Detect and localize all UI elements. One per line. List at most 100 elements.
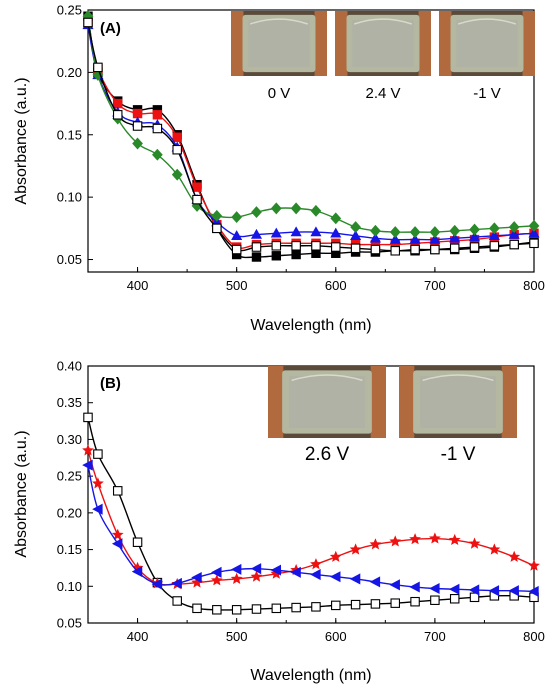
panel-b-series-3-point: [211, 566, 222, 578]
film-active-area: [456, 20, 518, 67]
panel-a-series-5-point: [350, 243, 361, 254]
panel-a-series-5-point: [172, 144, 182, 155]
panel-b-series-3-point: [191, 571, 202, 584]
panel-b-series-1-point: [271, 603, 282, 614]
panel-b-series-2-point: [488, 543, 501, 555]
panel-a-plot-frame: [87, 9, 535, 273]
panel-a-series-4-point: [251, 206, 262, 219]
panel-b-series-3-point: [270, 564, 282, 576]
panel-b-series-1-point: [410, 596, 420, 607]
y-tick-label: 0.10: [57, 190, 82, 205]
panel-b-series-3-point: [151, 578, 163, 590]
y-tick-label: 0.20: [57, 505, 82, 520]
panel-a-series-4-point: [211, 209, 223, 222]
x-tick-label: 400: [127, 629, 149, 644]
panel-b-series-1-point: [112, 486, 123, 496]
panel-b-series-3-point: [349, 573, 361, 585]
panel-b-series-1-point: [350, 599, 361, 610]
x-tick-label: 800: [523, 629, 545, 644]
panel-b-chart: 400 500 600 700 800 0.05 0.10 0.15 0.20 0.25 0.30 0…: [13, 359, 545, 685]
panel-b-series-3-point: [131, 566, 143, 578]
panel-a-series-5-point: [231, 244, 242, 255]
panel-b-series-3-point: [389, 579, 400, 591]
panel-a-series-4-point: [310, 204, 322, 217]
panel-b-series-1-point: [212, 605, 222, 615]
panel-a-series-4-point: [350, 221, 361, 234]
panel-a-series-5-point: [271, 241, 282, 251]
panel-b-y-axis-title: Absorbance (a.u.): [13, 430, 30, 557]
panel-b-series-1-point: [231, 605, 242, 615]
panel-a-series-3-point: [250, 228, 263, 239]
panel-b-series-3-point: [310, 569, 321, 581]
panel-a-series-4-point: [469, 223, 480, 236]
panel-b-series-2-point: [250, 570, 263, 582]
panel-a-series-4-point: [270, 202, 282, 215]
y-tick-label: 0.25: [57, 469, 82, 484]
y-tick-label: 0.05: [57, 252, 82, 267]
panel-a-series-3-point: [270, 227, 282, 238]
film-active-area: [352, 20, 414, 67]
panel-a-series-3-point: [369, 232, 381, 243]
panel-a-series-2-point: [192, 182, 202, 192]
film-reflection: [457, 18, 517, 25]
panel-a-series-4-point: [488, 222, 500, 235]
panel-a-series-3-point: [389, 233, 401, 244]
panel-a-series-1-point: [271, 251, 282, 261]
panel-b-axis-ticks: 400 500 600 700 800 0.05 0.10 0.15 0.20 0.25 0.30 0…: [57, 359, 545, 645]
panel-b-series-1-point: [192, 603, 202, 614]
panel-a-series-4-point: [152, 148, 163, 161]
panel-b-series-2-point: [389, 535, 402, 547]
panel-b-series-3-point: [290, 566, 301, 578]
panel-a-series-3-point: [290, 226, 302, 237]
panel-b-series-3-point: [369, 576, 381, 588]
panel-b-series-3-point: [171, 577, 182, 589]
panel-a-series-4-point: [290, 202, 302, 215]
x-tick-label: 600: [325, 278, 347, 293]
panel-b-series-2-point: [210, 574, 223, 586]
panel-b-series-3-point: [250, 563, 262, 575]
panel-a-series-5-point: [370, 244, 381, 255]
x-tick-label: 700: [424, 629, 446, 644]
panel-a-series-5-point: [509, 239, 519, 250]
panel-b-photo-strip: 2.6 V -1 V: [268, 366, 517, 465]
panel-b-series-3-line: [87, 464, 535, 593]
panel-b-series-3: [82, 459, 539, 597]
panel-a-series-4-point: [449, 224, 461, 237]
panel-b-series-3-point: [468, 584, 480, 596]
panel-a-series-2-point: [113, 98, 123, 109]
y-tick-label: 0.05: [57, 616, 82, 631]
panel-b-series-2-point: [429, 532, 441, 544]
y-tick-label: 0.40: [57, 359, 82, 374]
panel-b-series-layer: [82, 412, 540, 615]
panel-b-series-2-point: [230, 572, 243, 584]
panel-a-series-5-point: [132, 121, 143, 131]
film-active-area: [289, 376, 365, 428]
panel-a-series-5-point: [430, 244, 440, 255]
panel-b-device-photo-1: [268, 366, 386, 438]
panel-a-series-5-point: [469, 242, 480, 252]
panel-b-series-1-point: [251, 604, 262, 614]
panel-b-photo-label-2: -1 V: [441, 444, 476, 465]
panel-b-series-3-point: [111, 538, 123, 550]
x-tick-label: 400: [127, 278, 149, 293]
copper-electrode-left: [335, 11, 348, 76]
panel-a-axis-ticks: 400 500 600 700 800 0.05 0.10 0.15 0.20 0.25: [57, 3, 545, 294]
panel-a-series-5: [83, 17, 539, 256]
panel-a-series-3-point: [449, 232, 461, 243]
panel-a-series-3-point: [231, 230, 243, 241]
panel-a-series-5-point: [311, 241, 321, 251]
copper-electrode-left: [231, 11, 244, 76]
panel-b-series-1-point: [469, 592, 480, 603]
panel-b-series-2-point: [448, 533, 461, 546]
panel-a-series-5-point: [489, 241, 500, 251]
panel-a-series-2-point: [132, 108, 143, 119]
panel-b-x-axis-title: Wavelength (nm): [250, 667, 371, 684]
panel-a-series-5-point: [390, 246, 400, 256]
panel-a-label: (A): [100, 20, 121, 37]
y-tick-label: 0.25: [57, 3, 82, 18]
panel-b-series-3-point: [82, 459, 93, 471]
panel-a-device-photo-3: [439, 11, 535, 76]
x-tick-label: 800: [523, 278, 545, 293]
panel-a-series-4-point: [389, 226, 401, 239]
